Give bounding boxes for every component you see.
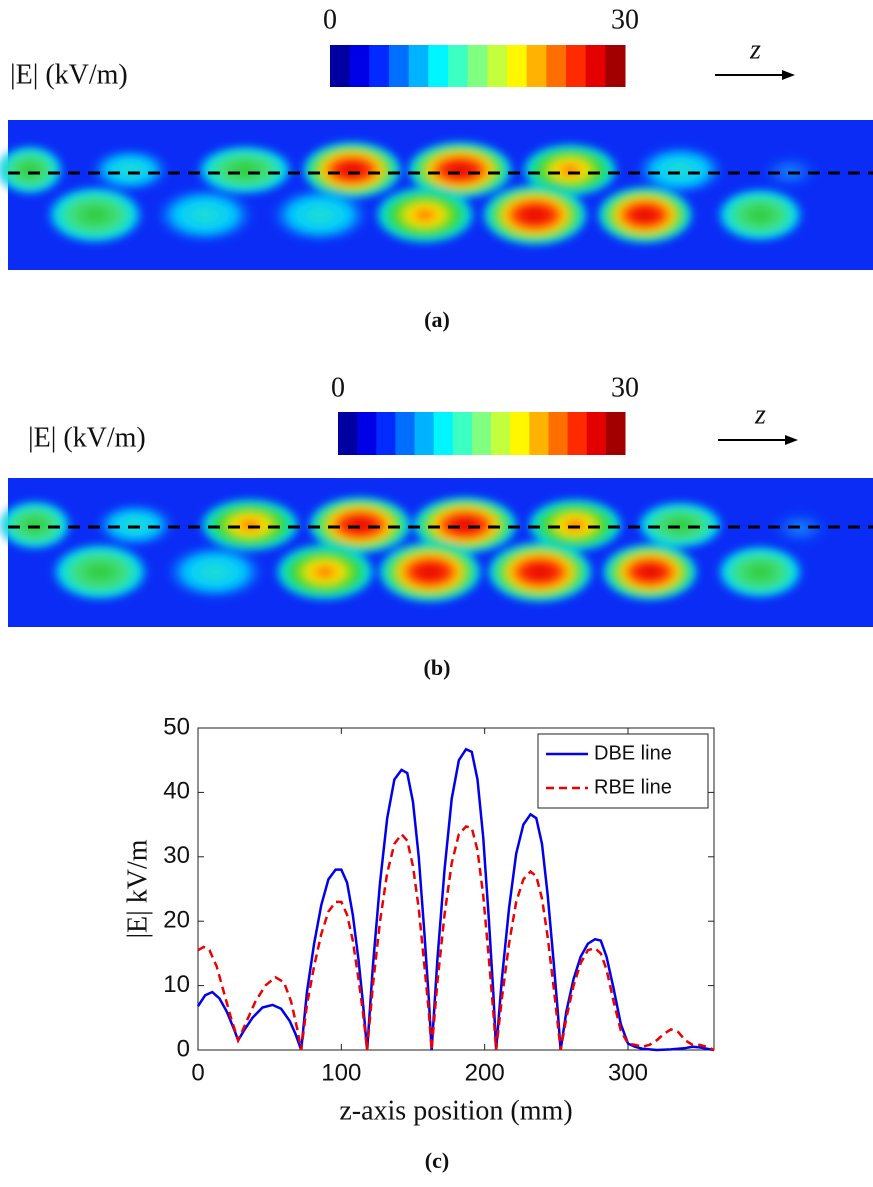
colorbar-segment bbox=[546, 45, 567, 87]
colorbar-segment bbox=[408, 45, 429, 87]
colorbar-tick-label: 0 bbox=[331, 372, 345, 403]
quantity-label: |E| (kV/m) bbox=[28, 422, 146, 453]
data-line bbox=[197, 825, 715, 1052]
axis-label: z bbox=[749, 34, 761, 65]
x-tick-label: 100 bbox=[321, 1059, 361, 1086]
y-tick-label: 20 bbox=[163, 907, 190, 934]
caption: (c) bbox=[425, 1148, 449, 1173]
y-axis-label: |E| kV/m bbox=[122, 839, 153, 938]
data-line bbox=[196, 747, 715, 1052]
y-tick-label: 50 bbox=[163, 713, 190, 740]
colorbar-segment bbox=[566, 45, 587, 87]
axis-label: z bbox=[754, 399, 766, 430]
colorbar-segment bbox=[433, 412, 454, 455]
y-tick-label: 30 bbox=[163, 842, 190, 869]
colorbar-segment bbox=[349, 45, 370, 87]
colorbar-segment bbox=[330, 45, 351, 87]
colorbar-tick-label: 0 bbox=[323, 4, 337, 35]
arrow-head bbox=[782, 70, 795, 80]
caption: (b) bbox=[424, 655, 451, 680]
colorbar-segment bbox=[448, 45, 469, 87]
colorbar-segment bbox=[395, 412, 416, 455]
field-map bbox=[0, 478, 873, 627]
colorbar-segment bbox=[586, 412, 607, 455]
colorbar-tick-label: 30 bbox=[611, 4, 639, 35]
colorbar-segment bbox=[414, 412, 435, 455]
colorbar-segment bbox=[507, 45, 528, 87]
x-tick-label: 0 bbox=[191, 1059, 204, 1086]
legend-label: RBE line bbox=[594, 776, 672, 798]
colorbar-segment bbox=[369, 45, 390, 87]
colorbar-segment bbox=[467, 45, 488, 87]
colorbar-segment bbox=[376, 412, 396, 455]
field-map bbox=[0, 120, 873, 270]
colorbar-segment bbox=[567, 412, 588, 455]
y-tick-label: 10 bbox=[163, 971, 190, 998]
colorbar-segment bbox=[585, 45, 606, 87]
colorbar-segment bbox=[357, 412, 377, 455]
colorbar-segment bbox=[529, 412, 549, 455]
plot-frame bbox=[197, 727, 715, 1051]
colorbar-segment bbox=[605, 45, 626, 87]
colorbar-segment bbox=[526, 45, 547, 87]
colorbar-segment bbox=[338, 412, 358, 455]
colorbar-segment bbox=[428, 45, 449, 87]
legend-box bbox=[537, 733, 709, 809]
colorbar-segment bbox=[389, 45, 410, 87]
caption: (a) bbox=[424, 307, 450, 332]
colorbar-segment bbox=[471, 412, 492, 455]
colorbar-segment bbox=[452, 412, 473, 455]
colorbar-segment bbox=[510, 412, 530, 455]
colorbar-segment bbox=[548, 412, 569, 455]
quantity-label: |E| (kV/m) bbox=[10, 59, 128, 90]
y-tick-label: 0 bbox=[177, 1035, 190, 1062]
legend-label: DBE line bbox=[594, 742, 672, 764]
colorbar-tick-label: 30 bbox=[611, 372, 639, 403]
colorbar-segment bbox=[605, 412, 626, 455]
colorbar-segment bbox=[487, 45, 508, 87]
colorbar-segment bbox=[491, 412, 511, 455]
x-axis-label: z-axis position (mm) bbox=[339, 1095, 572, 1126]
arrow-head bbox=[785, 435, 798, 445]
x-tick-label: 300 bbox=[608, 1059, 648, 1086]
y-tick-label: 40 bbox=[163, 778, 190, 805]
x-tick-label: 200 bbox=[465, 1059, 505, 1086]
